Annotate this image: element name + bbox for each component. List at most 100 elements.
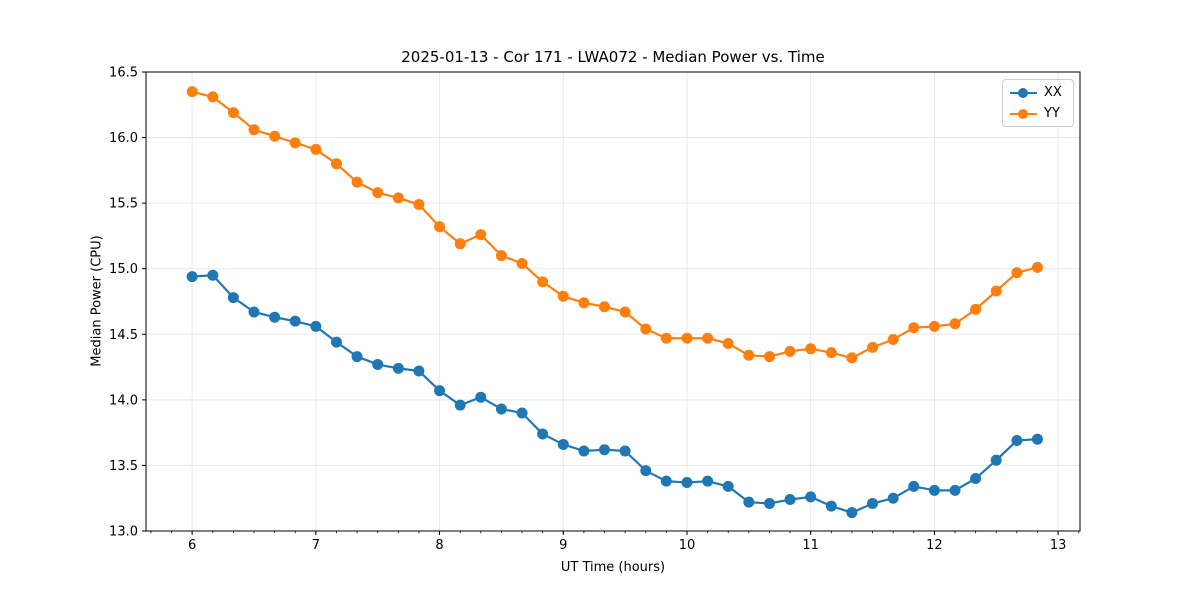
x-tick-label: 11 [802, 538, 819, 553]
data-point-yy [537, 276, 549, 288]
data-point-yy [722, 337, 734, 349]
data-point-xx [990, 454, 1002, 466]
y-tick-label: 14.5 [109, 328, 138, 343]
data-point-yy [310, 143, 322, 155]
y-tick-label: 14.0 [109, 393, 138, 408]
x-tick-label: 9 [559, 538, 567, 553]
data-point-xx [310, 320, 322, 332]
data-point-xx [289, 315, 301, 327]
data-point-xx [475, 391, 487, 403]
legend-item-yy: YY [1010, 106, 1065, 121]
legend-label-xx: XX [1044, 85, 1062, 100]
data-point-yy [475, 229, 487, 241]
legend-item-xx: XX [1010, 85, 1065, 100]
data-point-yy [949, 318, 961, 330]
data-point-yy [681, 332, 693, 344]
data-point-xx [640, 465, 652, 477]
data-point-xx [1031, 433, 1043, 445]
data-point-xx [495, 403, 507, 415]
data-point-xx [372, 358, 384, 370]
data-point-yy [495, 250, 507, 262]
data-point-xx [207, 269, 219, 281]
data-point-xx [248, 306, 260, 318]
data-point-yy [351, 176, 363, 188]
y-tick-label: 15.5 [109, 197, 138, 212]
legend-label-yy: YY [1044, 106, 1060, 121]
y-tick-label: 16.5 [109, 66, 138, 81]
x-axis-label: UT Time (hours) [560, 560, 666, 575]
data-point-xx [928, 484, 940, 496]
data-point-yy [454, 238, 466, 250]
x-tick-label: 6 [188, 538, 196, 553]
data-point-yy [887, 334, 899, 346]
data-point-yy [598, 301, 610, 313]
chart-title: 2025-01-13 - Cor 171 - LWA072 - Median P… [401, 48, 825, 66]
data-point-xx [557, 438, 569, 450]
data-point-xx [784, 494, 796, 506]
x-tick-label: 10 [679, 538, 696, 553]
axes-spines [145, 71, 1081, 532]
data-point-yy [372, 187, 384, 199]
data-point-xx [598, 444, 610, 456]
data-point-yy [392, 192, 404, 204]
data-point-yy [269, 130, 281, 142]
data-point-yy [516, 257, 528, 269]
x-tick-label: 7 [312, 538, 320, 553]
y-tick-label: 13.0 [109, 525, 138, 540]
data-point-xx [660, 475, 672, 487]
data-point-yy [331, 158, 343, 170]
legend: XX YY [1002, 79, 1074, 127]
x-tick-label: 13 [1050, 538, 1067, 553]
data-point-xx [908, 480, 920, 492]
data-point-xx [970, 473, 982, 485]
data-point-xx [227, 292, 239, 304]
data-point-xx [392, 362, 404, 374]
series-line-xx [192, 274, 1038, 514]
data-point-xx [867, 497, 879, 509]
data-point-yy [763, 351, 775, 363]
data-point-yy [207, 91, 219, 103]
data-point-xx [887, 492, 899, 504]
data-point-yy [578, 297, 590, 309]
data-point-xx [743, 496, 755, 508]
legend-line-dot-icon [1010, 108, 1037, 119]
data-point-yy [248, 124, 260, 136]
data-point-xx [1011, 435, 1023, 447]
data-point-yy [990, 285, 1002, 297]
data-point-xx [578, 445, 590, 457]
data-point-yy [186, 86, 198, 98]
data-point-xx [681, 476, 693, 488]
y-tick-label: 16.0 [109, 131, 138, 146]
data-point-xx [351, 351, 363, 363]
data-point-yy [1031, 261, 1043, 273]
y-axis-label: Median Power (CPU) [89, 235, 105, 367]
legend-line-dot-icon [1010, 87, 1037, 98]
data-point-yy [660, 332, 672, 344]
data-point-yy [702, 332, 714, 344]
data-point-yy [928, 320, 940, 332]
data-point-yy [867, 341, 879, 353]
data-point-xx [454, 399, 466, 411]
data-point-xx [269, 311, 281, 323]
x-tick-label: 12 [926, 538, 943, 553]
data-point-xx [434, 385, 446, 397]
data-point-xx [331, 336, 343, 348]
data-point-yy [908, 322, 920, 334]
data-point-xx [186, 271, 198, 283]
data-point-yy [805, 343, 817, 355]
data-point-xx [619, 445, 631, 457]
data-point-xx [413, 365, 425, 377]
data-point-yy [289, 137, 301, 149]
data-point-yy [227, 107, 239, 119]
data-point-yy [846, 352, 858, 364]
data-point-xx [763, 497, 775, 509]
data-point-yy [557, 290, 569, 302]
data-point-yy [619, 306, 631, 318]
y-tick-label: 13.5 [109, 459, 138, 474]
data-point-yy [784, 345, 796, 357]
data-point-yy [970, 303, 982, 315]
data-point-yy [825, 347, 837, 359]
data-point-xx [949, 484, 961, 496]
